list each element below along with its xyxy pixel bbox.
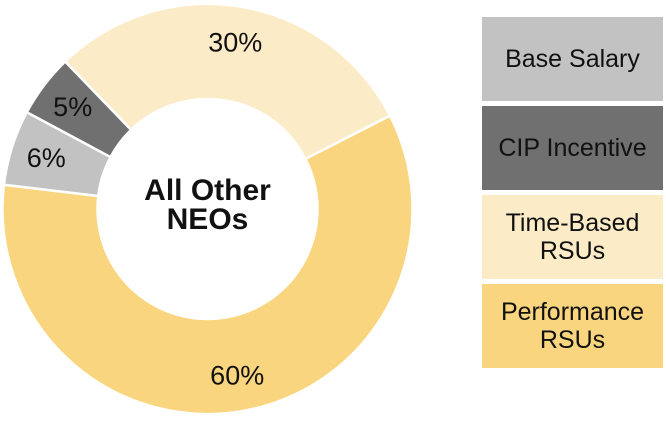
segment-percent-label-cip-incentive: 5% <box>53 92 92 122</box>
legend-item-cip-incentive: CIP Incentive <box>482 106 663 190</box>
donut-segment-cip-incentive <box>25 60 133 159</box>
segment-percent-label-base-salary: 6% <box>27 143 66 173</box>
segment-percent-label-time-based-rsus: 30% <box>208 27 262 57</box>
donut-center-label-line2: NEOs <box>166 203 249 236</box>
legend-label: Base Salary <box>505 45 640 73</box>
segment-percent-label-performance-rsus: 60% <box>210 360 264 390</box>
legend-label: Time-Based RSUs <box>505 209 640 265</box>
legend-label: Performance RSUs <box>500 298 645 354</box>
donut-chart: 30% 60% 6% 5% <box>1 2 414 416</box>
legend-item-base-salary: Base Salary <box>482 17 663 101</box>
legend-label: CIP Incentive <box>498 134 647 162</box>
donut-center-label-line1: All Other <box>144 174 271 207</box>
legend-item-performance-rsus: Performance RSUs <box>482 284 663 368</box>
legend: Base Salary CIP Incentive Time-Based RSU… <box>482 17 663 368</box>
donut-segment-performance-rsus <box>1 114 414 416</box>
legend-item-time-based-rsus: Time-Based RSUs <box>482 195 663 279</box>
donut-segment-time-based-rsus <box>63 2 392 161</box>
donut-center-label: All Other NEOs <box>0 174 415 236</box>
